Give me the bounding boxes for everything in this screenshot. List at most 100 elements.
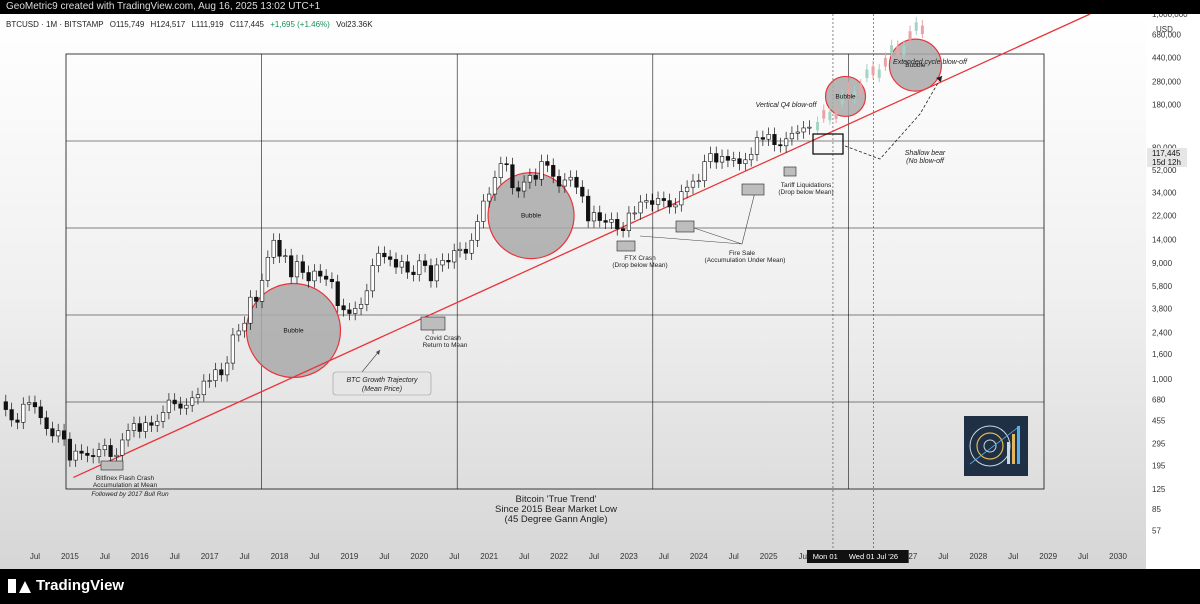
- legend-volume: Vol23.36K: [336, 20, 373, 29]
- price-chart[interactable]: BTCUSD · 1M · BITSTAMP O115,749 H124,517…: [0, 10, 1200, 569]
- candle-body: [719, 156, 725, 163]
- candle-body: [510, 164, 515, 189]
- candle-body: [155, 421, 160, 426]
- candle-body: [259, 280, 265, 302]
- date-marker-label: Mon 01 Dec: [813, 552, 854, 561]
- fire-sale-label-2: (Accumulation Under Mean): [705, 257, 786, 264]
- candle-body: [329, 278, 335, 283]
- candle-body: [137, 423, 142, 432]
- projection-body: [828, 111, 832, 121]
- candle-body: [283, 255, 288, 258]
- candle-body: [737, 158, 742, 164]
- candles: [3, 120, 812, 467]
- candle-body: [586, 195, 591, 222]
- candle-body: [743, 159, 748, 164]
- candle-body: [160, 412, 166, 422]
- time-tick-label: Jul: [938, 552, 948, 561]
- candle-body: [236, 330, 241, 336]
- projection-body: [865, 69, 869, 79]
- price-axis-ticks: 57 85 125 195 295 455 680 1,000 1,600 2,400 3,800 5…: [1152, 10, 1188, 535]
- price-tick-label: 295: [1152, 439, 1166, 448]
- candle-body: [277, 239, 282, 257]
- candle-body: [382, 252, 387, 258]
- time-tick-label: Jul: [30, 552, 40, 561]
- tradingview-logo[interactable]: TradingView: [8, 577, 124, 594]
- candle-body: [38, 406, 43, 419]
- ftx-box: [616, 240, 636, 252]
- candle-body: [225, 362, 230, 376]
- candle-body: [370, 265, 375, 292]
- candle-body: [393, 259, 399, 268]
- price-tick-label: 195: [1152, 461, 1166, 470]
- candle-body: [289, 255, 294, 278]
- time-tick-label: Jul: [798, 552, 808, 561]
- legend-high: H124,517: [151, 20, 186, 29]
- candle-body: [230, 334, 236, 364]
- tradingview-brand: TradingView: [36, 577, 125, 594]
- candle-body: [178, 403, 183, 409]
- candle-body: [306, 272, 311, 282]
- candle-body: [760, 137, 765, 140]
- candle-body: [73, 450, 78, 461]
- candle-body: [597, 212, 602, 221]
- candle-body: [388, 256, 393, 260]
- legend-line: BTCUSD · 1M · BITSTAMP O115,749 H124,517…: [6, 20, 373, 29]
- candle-body: [248, 296, 253, 324]
- projection-body: [859, 84, 863, 94]
- projection-body: [914, 22, 918, 31]
- price-tick-label: 180,000: [1152, 101, 1181, 110]
- candle-body: [498, 163, 503, 178]
- candle-body: [79, 450, 84, 454]
- time-tick-label: 2021: [480, 552, 498, 561]
- time-axis-ticks: Jul 2015 Jul 2016 Jul 2017 Jul 2018 Jul 2019 Jul 20…: [30, 552, 1128, 561]
- candle-body: [685, 186, 690, 192]
- time-tick-label: Jul: [100, 552, 110, 561]
- time-tick-label: Jul: [589, 552, 599, 561]
- candle-body: [679, 191, 684, 206]
- time-tick-label: Jul: [729, 552, 739, 561]
- candle-body: [661, 198, 666, 201]
- shallow-label-2: (No blow-off: [906, 158, 945, 165]
- candle-body: [254, 296, 259, 302]
- time-tick-label: 2028: [969, 552, 987, 561]
- time-tick-label: 2024: [690, 552, 708, 561]
- header-caption: GeoMetric9 created with TradingView.com,…: [0, 0, 1200, 14]
- candle-body: [9, 409, 14, 421]
- candle-body: [166, 399, 171, 413]
- chart-title-3: (45 Degree Gann Angle): [505, 514, 608, 525]
- candle-body: [644, 200, 649, 203]
- candle-body: [422, 260, 428, 266]
- candle-body: [201, 380, 206, 396]
- extended-label: Extended cycle blow-off: [893, 59, 968, 66]
- candle-body: [580, 186, 585, 197]
- candle-body: [417, 260, 422, 275]
- candle-body: [67, 438, 72, 461]
- candle-body: [574, 176, 579, 188]
- candle-body: [3, 401, 8, 410]
- current-price: 117,445: [1152, 149, 1181, 158]
- candle-body: [452, 250, 457, 263]
- price-tick-label: 14,000: [1152, 236, 1177, 245]
- candle-body: [492, 177, 498, 195]
- candle-body: [143, 422, 148, 432]
- candle-body: [766, 134, 771, 140]
- candle-body: [294, 261, 300, 278]
- candle-body: [545, 161, 550, 166]
- candle-body: [615, 219, 620, 230]
- candle-body: [638, 201, 643, 214]
- geometric-logo: [964, 416, 1028, 476]
- candle-body: [207, 380, 212, 382]
- candle-body: [539, 161, 544, 180]
- price-tick-label: 34,000: [1152, 189, 1177, 198]
- tariff-label-2: (Drop below Mean): [778, 189, 833, 196]
- candle-body: [149, 422, 154, 426]
- chart-title-2: Since 2015 Bear Market Low: [495, 504, 617, 515]
- annotations: Bitfinex Flash Crash Accumulation at Mea…: [91, 59, 968, 525]
- time-tick-label: Jul: [309, 552, 319, 561]
- tariff-box-2: [783, 166, 797, 177]
- candle-body: [108, 445, 113, 457]
- price-tick-label: 85: [1152, 505, 1161, 514]
- ftx-label-2: (Drop below Mean): [612, 262, 667, 269]
- price-tick-label: 9,000: [1152, 259, 1173, 268]
- candle-body: [603, 220, 608, 223]
